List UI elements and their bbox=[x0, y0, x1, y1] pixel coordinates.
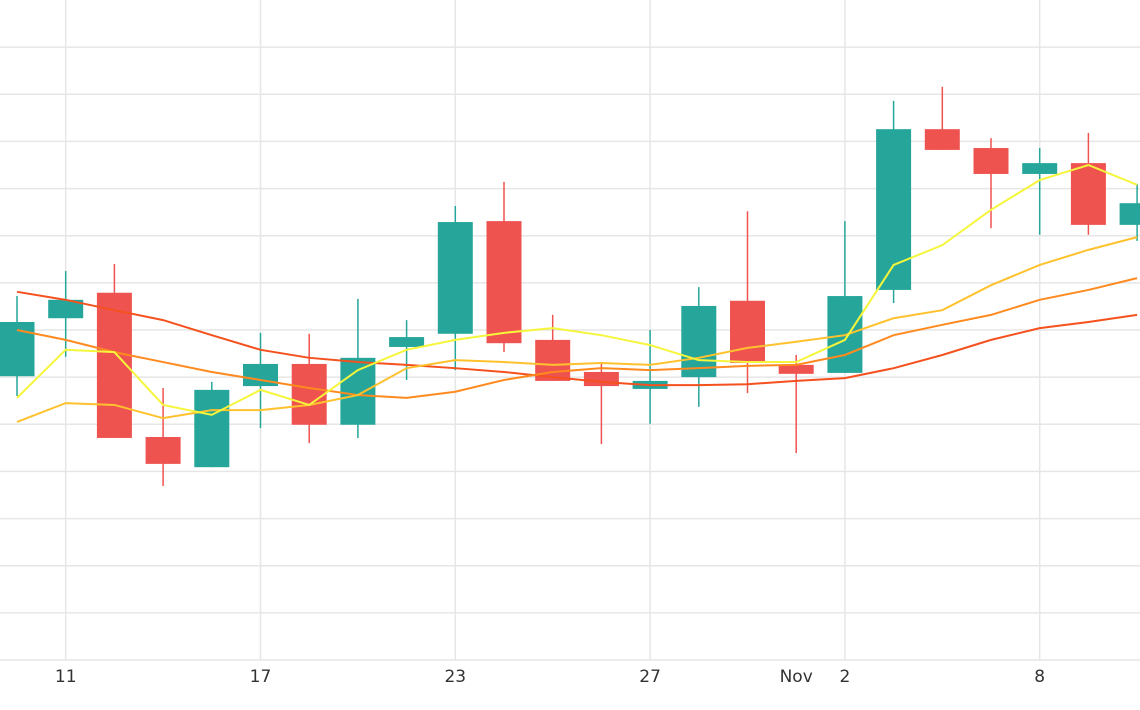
candle-body bbox=[583, 371, 619, 387]
x-tick-label: 8 bbox=[1034, 667, 1045, 687]
candle-body bbox=[340, 357, 376, 425]
candle-body bbox=[778, 364, 814, 374]
candle-body bbox=[1119, 203, 1140, 225]
candle-body bbox=[681, 305, 717, 378]
candle-body bbox=[389, 337, 425, 347]
moving-average-line bbox=[16, 277, 1138, 399]
candle-body bbox=[486, 221, 522, 344]
candle-body bbox=[145, 437, 181, 464]
x-tick-label: 23 bbox=[444, 667, 466, 687]
moving-average-line bbox=[16, 236, 1138, 423]
moving-average-line bbox=[16, 290, 1138, 387]
candle-body bbox=[48, 299, 84, 319]
x-tick-label: 27 bbox=[639, 667, 661, 687]
candle-body bbox=[194, 389, 230, 468]
candle-body bbox=[291, 363, 327, 425]
moving-average-line bbox=[16, 163, 1138, 416]
candle-body bbox=[730, 300, 765, 363]
candle-body bbox=[924, 129, 960, 150]
candle-body bbox=[1070, 163, 1106, 225]
x-tick-label: Nov bbox=[780, 667, 813, 687]
candle-body bbox=[1022, 163, 1058, 174]
candle-body bbox=[876, 129, 912, 290]
x-tick-label: 17 bbox=[250, 667, 272, 687]
x-tick-label: 11 bbox=[55, 667, 77, 687]
x-tick-label: 2 bbox=[839, 667, 850, 687]
candle-body bbox=[973, 148, 1009, 174]
candle-body bbox=[437, 222, 473, 334]
